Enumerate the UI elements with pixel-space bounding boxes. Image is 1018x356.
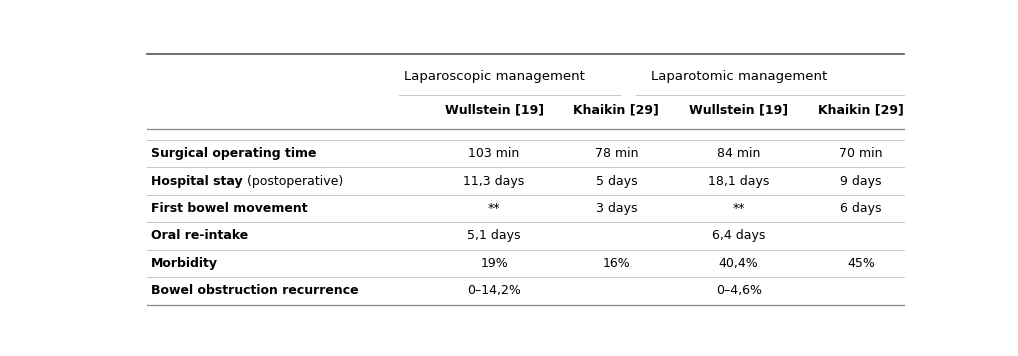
Text: **: ** <box>732 202 745 215</box>
Text: 19%: 19% <box>480 257 508 270</box>
Text: First bowel movement: First bowel movement <box>151 202 307 215</box>
Text: 0–4,6%: 0–4,6% <box>716 284 761 297</box>
Text: Oral re-intake: Oral re-intake <box>151 230 248 242</box>
Text: **: ** <box>488 202 501 215</box>
Text: 16%: 16% <box>603 257 630 270</box>
Text: 84 min: 84 min <box>717 147 760 160</box>
Text: 78 min: 78 min <box>595 147 638 160</box>
Text: 9 days: 9 days <box>840 175 882 188</box>
Text: 103 min: 103 min <box>468 147 520 160</box>
Text: Hospital stay: Hospital stay <box>151 175 242 188</box>
Text: 70 min: 70 min <box>839 147 883 160</box>
Text: 5,1 days: 5,1 days <box>467 230 521 242</box>
Text: Bowel obstruction recurrence: Bowel obstruction recurrence <box>151 284 358 297</box>
Text: 40,4%: 40,4% <box>719 257 758 270</box>
Text: Khaikin [29]: Khaikin [29] <box>818 103 904 116</box>
Text: 0–14,2%: 0–14,2% <box>467 284 521 297</box>
Text: 3 days: 3 days <box>596 202 637 215</box>
Text: Morbidity: Morbidity <box>151 257 218 270</box>
Text: 11,3 days: 11,3 days <box>463 175 524 188</box>
Text: 6 days: 6 days <box>840 202 882 215</box>
Text: Surgical operating time: Surgical operating time <box>151 147 317 160</box>
Text: 18,1 days: 18,1 days <box>708 175 770 188</box>
Text: 45%: 45% <box>847 257 874 270</box>
Text: Laparoscopic management: Laparoscopic management <box>404 70 584 84</box>
Text: Wullstein [19]: Wullstein [19] <box>445 103 544 116</box>
Text: Khaikin [29]: Khaikin [29] <box>573 103 660 116</box>
Text: 5 days: 5 days <box>596 175 637 188</box>
Text: Wullstein [19]: Wullstein [19] <box>689 103 788 116</box>
Text: (postoperative): (postoperative) <box>242 175 343 188</box>
Text: Laparotomic management: Laparotomic management <box>651 70 827 84</box>
Text: 6,4 days: 6,4 days <box>712 230 766 242</box>
